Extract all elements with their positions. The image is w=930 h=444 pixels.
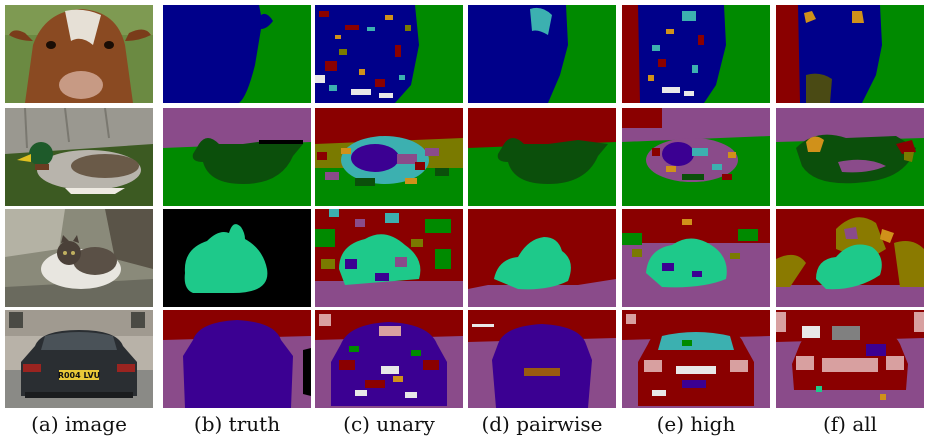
car-unary-mask [315, 310, 463, 408]
cat-photo [5, 209, 153, 307]
row-duck-image [5, 108, 153, 206]
cow-truth-mask [163, 5, 311, 103]
cow-pairwise-mask [468, 5, 616, 103]
row-car-unary [315, 310, 463, 408]
caption-image: (a) image [31, 412, 127, 436]
car-all-mask [776, 310, 924, 408]
duck-truth-mask [163, 108, 311, 206]
caption-truth: (b) truth [193, 412, 281, 436]
duck-unary-mask [315, 108, 463, 206]
row-cow-pairwise [468, 5, 616, 103]
cow-photo [5, 5, 153, 103]
row-cat-unary [315, 209, 463, 307]
duck-high-mask [622, 108, 770, 206]
caption-unary: (c) unary [343, 412, 435, 436]
duck-all-mask [776, 108, 924, 206]
row-cat-image [5, 209, 153, 307]
cat-unary-mask [315, 209, 463, 307]
row-duck-all [776, 108, 924, 206]
row-cow-all [776, 5, 924, 103]
row-cow-high [622, 5, 770, 103]
row-car-all [776, 310, 924, 408]
car-high-mask [622, 310, 770, 408]
row-cat-all [776, 209, 924, 307]
car-photo: R004 LVU [5, 310, 153, 408]
row-cat-high [622, 209, 770, 307]
car-truth-mask [163, 310, 311, 408]
row-duck-unary [315, 108, 463, 206]
caption-all: (f) all [822, 412, 878, 436]
row-cow-truth [163, 5, 311, 103]
row-duck-truth [163, 108, 311, 206]
caption-pairwise: (d) pairwise [481, 412, 603, 436]
row-car-high [622, 310, 770, 408]
duck-pairwise-mask [468, 108, 616, 206]
row-car-truth [163, 310, 311, 408]
cat-pairwise-mask [468, 209, 616, 307]
row-duck-high [622, 108, 770, 206]
cat-all-mask [776, 209, 924, 307]
caption-high: (e) high [656, 412, 736, 436]
cow-all-mask [776, 5, 924, 103]
cat-truth-mask [163, 209, 311, 307]
row-cow-unary [315, 5, 463, 103]
cow-unary-mask [315, 5, 463, 103]
license-plate-text: R004 LVU [58, 371, 100, 380]
row-cow-image [5, 5, 153, 103]
row-car-image: R004 LVU [5, 310, 153, 408]
row-car-pairwise [468, 310, 616, 408]
cat-high-mask [622, 209, 770, 307]
cow-high-mask [622, 5, 770, 103]
car-pairwise-mask [468, 310, 616, 408]
row-cat-truth [163, 209, 311, 307]
row-duck-pairwise [468, 108, 616, 206]
row-cat-pairwise [468, 209, 616, 307]
duck-photo [5, 108, 153, 206]
